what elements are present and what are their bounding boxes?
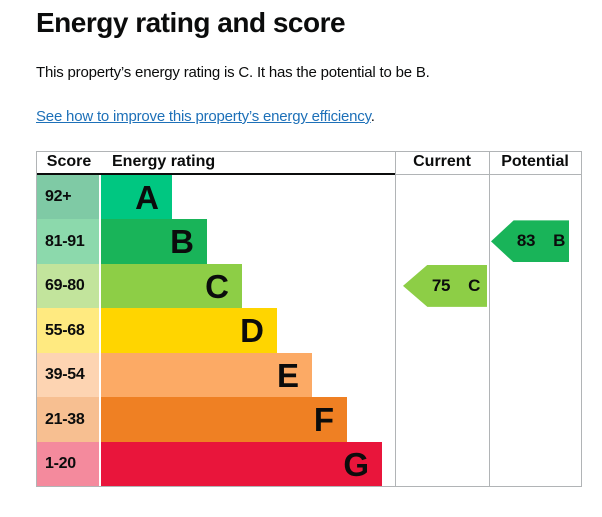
column-header-current: Current [413,153,471,171]
potential-rating-letter: B [553,231,566,251]
divider-current-potential [489,151,490,487]
link-period: . [370,107,375,125]
epc-rating-chart: Score Energy rating Current Potential 92… [36,150,582,488]
column-header-score: Score [46,153,92,171]
main-content: Energy rating and score This property’s … [0,7,602,488]
chart-body: 92+ A 81-91 B 69-80 C 55-68 D 39-54 E 21… [37,174,581,487]
band-row-b: 81-91 B [37,219,581,264]
score-range-g: 1-20 [37,441,99,487]
rating-bar-f: F [101,397,347,442]
header-underline [37,172,395,175]
header-grey-underline [395,173,581,175]
improve-link-line: See how to improve this property’s energ… [36,108,602,125]
column-header-energy-rating: Energy rating [112,153,216,171]
score-range-d: 55-68 [37,308,99,353]
rating-bar-b: B [101,219,207,264]
band-row-e: 39-54 E [37,352,581,398]
potential-score-value: 83 [516,231,536,251]
band-row-d: 55-68 D [37,308,581,353]
rating-bar-c: C [101,263,242,309]
rating-bar-e: E [101,352,312,398]
column-header-potential: Potential [501,153,569,171]
intro-text: This property’s energy rating is C. It h… [36,64,430,82]
current-score-value: 75 [431,275,451,295]
score-range-c: 69-80 [37,263,99,309]
band-row-c: 69-80 C [37,263,581,309]
score-range-e: 39-54 [37,352,99,398]
band-row-a: 92+ A [37,174,581,220]
improve-energy-efficiency-link[interactable]: See how to improve this property’s energ… [36,107,371,125]
band-row-g: 1-20 G [37,441,581,487]
chart-header-row: Score Energy rating Current Potential [37,152,581,173]
rating-bar-a: A [101,174,172,220]
score-range-f: 21-38 [37,397,99,442]
page-title: Energy rating and score [36,7,346,38]
score-range-b: 81-91 [37,219,99,264]
rating-bar-g: G [101,441,382,487]
rating-bar-d: D [101,308,277,353]
band-row-f: 21-38 F [37,397,581,442]
divider-energy-current [395,151,396,487]
current-rating-letter: C [468,275,481,295]
score-range-a: 92+ [37,174,99,220]
